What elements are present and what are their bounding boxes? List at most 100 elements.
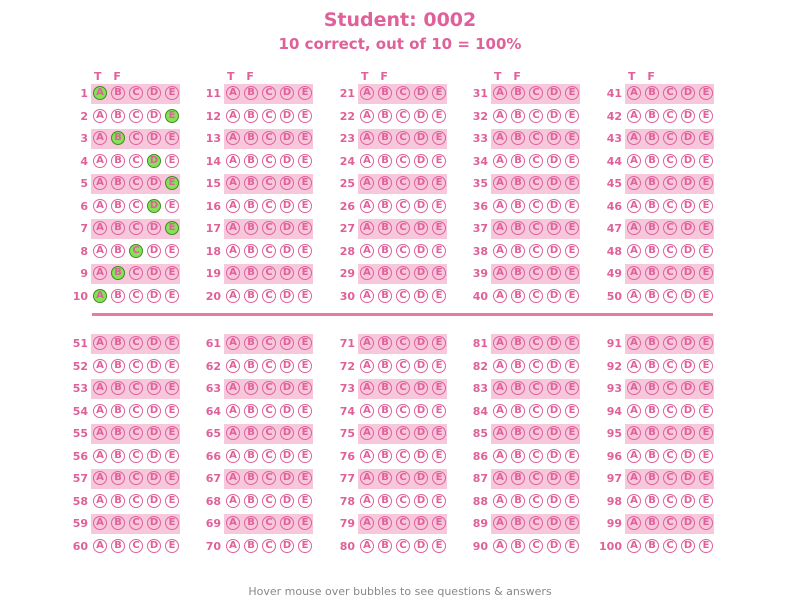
answer-bubble-b[interactable]: B	[511, 108, 525, 123]
answer-bubble-a[interactable]: A	[493, 448, 507, 463]
answer-bubble-a[interactable]: A	[493, 403, 507, 418]
answer-bubble-d[interactable]: D	[547, 198, 561, 213]
answer-bubble-d[interactable]: D	[147, 266, 161, 280]
answer-bubble-b[interactable]: B	[244, 176, 258, 190]
answer-bubble-d[interactable]: D	[280, 403, 294, 418]
answer-bubble-d[interactable]: D	[280, 108, 294, 123]
answer-bubble-d[interactable]: D	[414, 403, 428, 418]
answer-bubble-b[interactable]: B	[244, 243, 258, 258]
answer-bubble-a[interactable]: A	[627, 471, 641, 485]
answer-bubble-c[interactable]: C	[529, 336, 543, 350]
answer-bubble-c[interactable]: C	[262, 471, 276, 485]
answer-bubble-e[interactable]: E	[565, 336, 579, 350]
answer-bubble-a[interactable]: A	[360, 403, 374, 418]
answer-bubble-d[interactable]: D	[414, 198, 428, 213]
answer-bubble-b[interactable]: B	[244, 266, 258, 280]
answer-bubble-e[interactable]: E	[432, 471, 446, 485]
answer-bubble-b[interactable]: B	[645, 108, 659, 123]
answer-bubble-c[interactable]: C	[262, 131, 276, 145]
answer-bubble-e[interactable]: E	[298, 426, 312, 440]
answer-bubble-d[interactable]: D	[280, 358, 294, 373]
answer-bubble-c[interactable]: C	[129, 493, 143, 508]
answer-bubble-a[interactable]: A	[93, 336, 107, 350]
answer-bubble-b[interactable]: B	[378, 381, 392, 395]
answer-bubble-a[interactable]: A	[627, 493, 641, 508]
answer-bubble-a[interactable]: A	[226, 266, 240, 280]
answer-bubble-a[interactable]: A	[226, 221, 240, 235]
answer-bubble-d[interactable]: D	[280, 538, 294, 553]
answer-bubble-a[interactable]: A	[493, 198, 507, 213]
answer-bubble-d[interactable]: D	[547, 266, 561, 280]
answer-bubble-e[interactable]: E	[298, 108, 312, 123]
answer-bubble-e[interactable]: E	[165, 358, 179, 373]
answer-bubble-d[interactable]: D	[547, 131, 561, 145]
answer-bubble-e[interactable]: E	[298, 538, 312, 553]
answer-bubble-a[interactable]: A	[360, 493, 374, 508]
answer-bubble-d[interactable]: D	[147, 86, 161, 100]
answer-bubble-c[interactable]: C	[663, 381, 677, 395]
answer-bubble-c[interactable]: C	[396, 403, 410, 418]
answer-bubble-d[interactable]: D	[414, 176, 428, 190]
answer-bubble-c[interactable]: C	[663, 288, 677, 303]
answer-bubble-e[interactable]: E	[699, 448, 713, 463]
answer-bubble-a[interactable]: A	[93, 108, 107, 123]
answer-bubble-c[interactable]: C	[129, 426, 143, 440]
answer-bubble-c[interactable]: C	[663, 221, 677, 235]
answer-bubble-b[interactable]: B	[244, 336, 258, 350]
answer-bubble-d[interactable]: D	[681, 471, 695, 485]
answer-bubble-b[interactable]: B	[111, 198, 125, 213]
answer-bubble-a[interactable]: A	[493, 131, 507, 145]
answer-bubble-a[interactable]: A	[226, 358, 240, 373]
answer-bubble-c[interactable]: C	[129, 266, 143, 280]
answer-bubble-d[interactable]: D	[147, 426, 161, 440]
answer-bubble-a[interactable]: A	[226, 288, 240, 303]
answer-bubble-b[interactable]: B	[645, 153, 659, 168]
answer-bubble-d[interactable]: D	[147, 176, 161, 190]
answer-bubble-b[interactable]: B	[111, 266, 125, 280]
answer-bubble-c[interactable]: C	[396, 198, 410, 213]
answer-bubble-c[interactable]: C	[262, 493, 276, 508]
answer-bubble-c[interactable]: C	[663, 471, 677, 485]
answer-bubble-a[interactable]: A	[226, 516, 240, 530]
answer-bubble-c[interactable]: C	[529, 403, 543, 418]
answer-bubble-e[interactable]: E	[298, 288, 312, 303]
answer-bubble-e[interactable]: E	[165, 266, 179, 280]
answer-bubble-c[interactable]: C	[262, 538, 276, 553]
answer-bubble-b[interactable]: B	[645, 448, 659, 463]
answer-bubble-e[interactable]: E	[699, 538, 713, 553]
answer-bubble-b[interactable]: B	[111, 243, 125, 258]
answer-bubble-b[interactable]: B	[378, 266, 392, 280]
answer-bubble-c[interactable]: C	[262, 176, 276, 190]
answer-bubble-c[interactable]: C	[129, 471, 143, 485]
answer-bubble-c[interactable]: C	[129, 198, 143, 213]
answer-bubble-a[interactable]: A	[226, 243, 240, 258]
answer-bubble-e[interactable]: E	[165, 448, 179, 463]
answer-bubble-c[interactable]: C	[129, 153, 143, 168]
answer-bubble-c[interactable]: C	[396, 176, 410, 190]
answer-bubble-c[interactable]: C	[529, 493, 543, 508]
answer-bubble-d[interactable]: D	[547, 516, 561, 530]
answer-bubble-a[interactable]: A	[93, 176, 107, 190]
answer-bubble-a[interactable]: A	[226, 131, 240, 145]
answer-bubble-d[interactable]: D	[681, 358, 695, 373]
answer-bubble-d[interactable]: D	[414, 358, 428, 373]
answer-bubble-d[interactable]: D	[147, 403, 161, 418]
answer-bubble-b[interactable]: B	[645, 516, 659, 530]
answer-bubble-d[interactable]: D	[280, 381, 294, 395]
answer-bubble-d[interactable]: D	[147, 538, 161, 553]
answer-bubble-a[interactable]: A	[93, 153, 107, 168]
answer-bubble-a[interactable]: A	[493, 516, 507, 530]
answer-bubble-d[interactable]: D	[147, 381, 161, 395]
answer-bubble-b[interactable]: B	[378, 516, 392, 530]
answer-bubble-a[interactable]: A	[360, 381, 374, 395]
answer-bubble-d[interactable]: D	[280, 176, 294, 190]
answer-bubble-a[interactable]: A	[360, 426, 374, 440]
answer-bubble-a[interactable]: A	[360, 108, 374, 123]
answer-bubble-c[interactable]: C	[396, 221, 410, 235]
answer-bubble-a[interactable]: A	[226, 426, 240, 440]
answer-bubble-d[interactable]: D	[414, 471, 428, 485]
answer-bubble-a[interactable]: A	[226, 538, 240, 553]
answer-bubble-e[interactable]: E	[165, 288, 179, 303]
answer-bubble-a[interactable]: A	[493, 381, 507, 395]
answer-bubble-d[interactable]: D	[681, 108, 695, 123]
